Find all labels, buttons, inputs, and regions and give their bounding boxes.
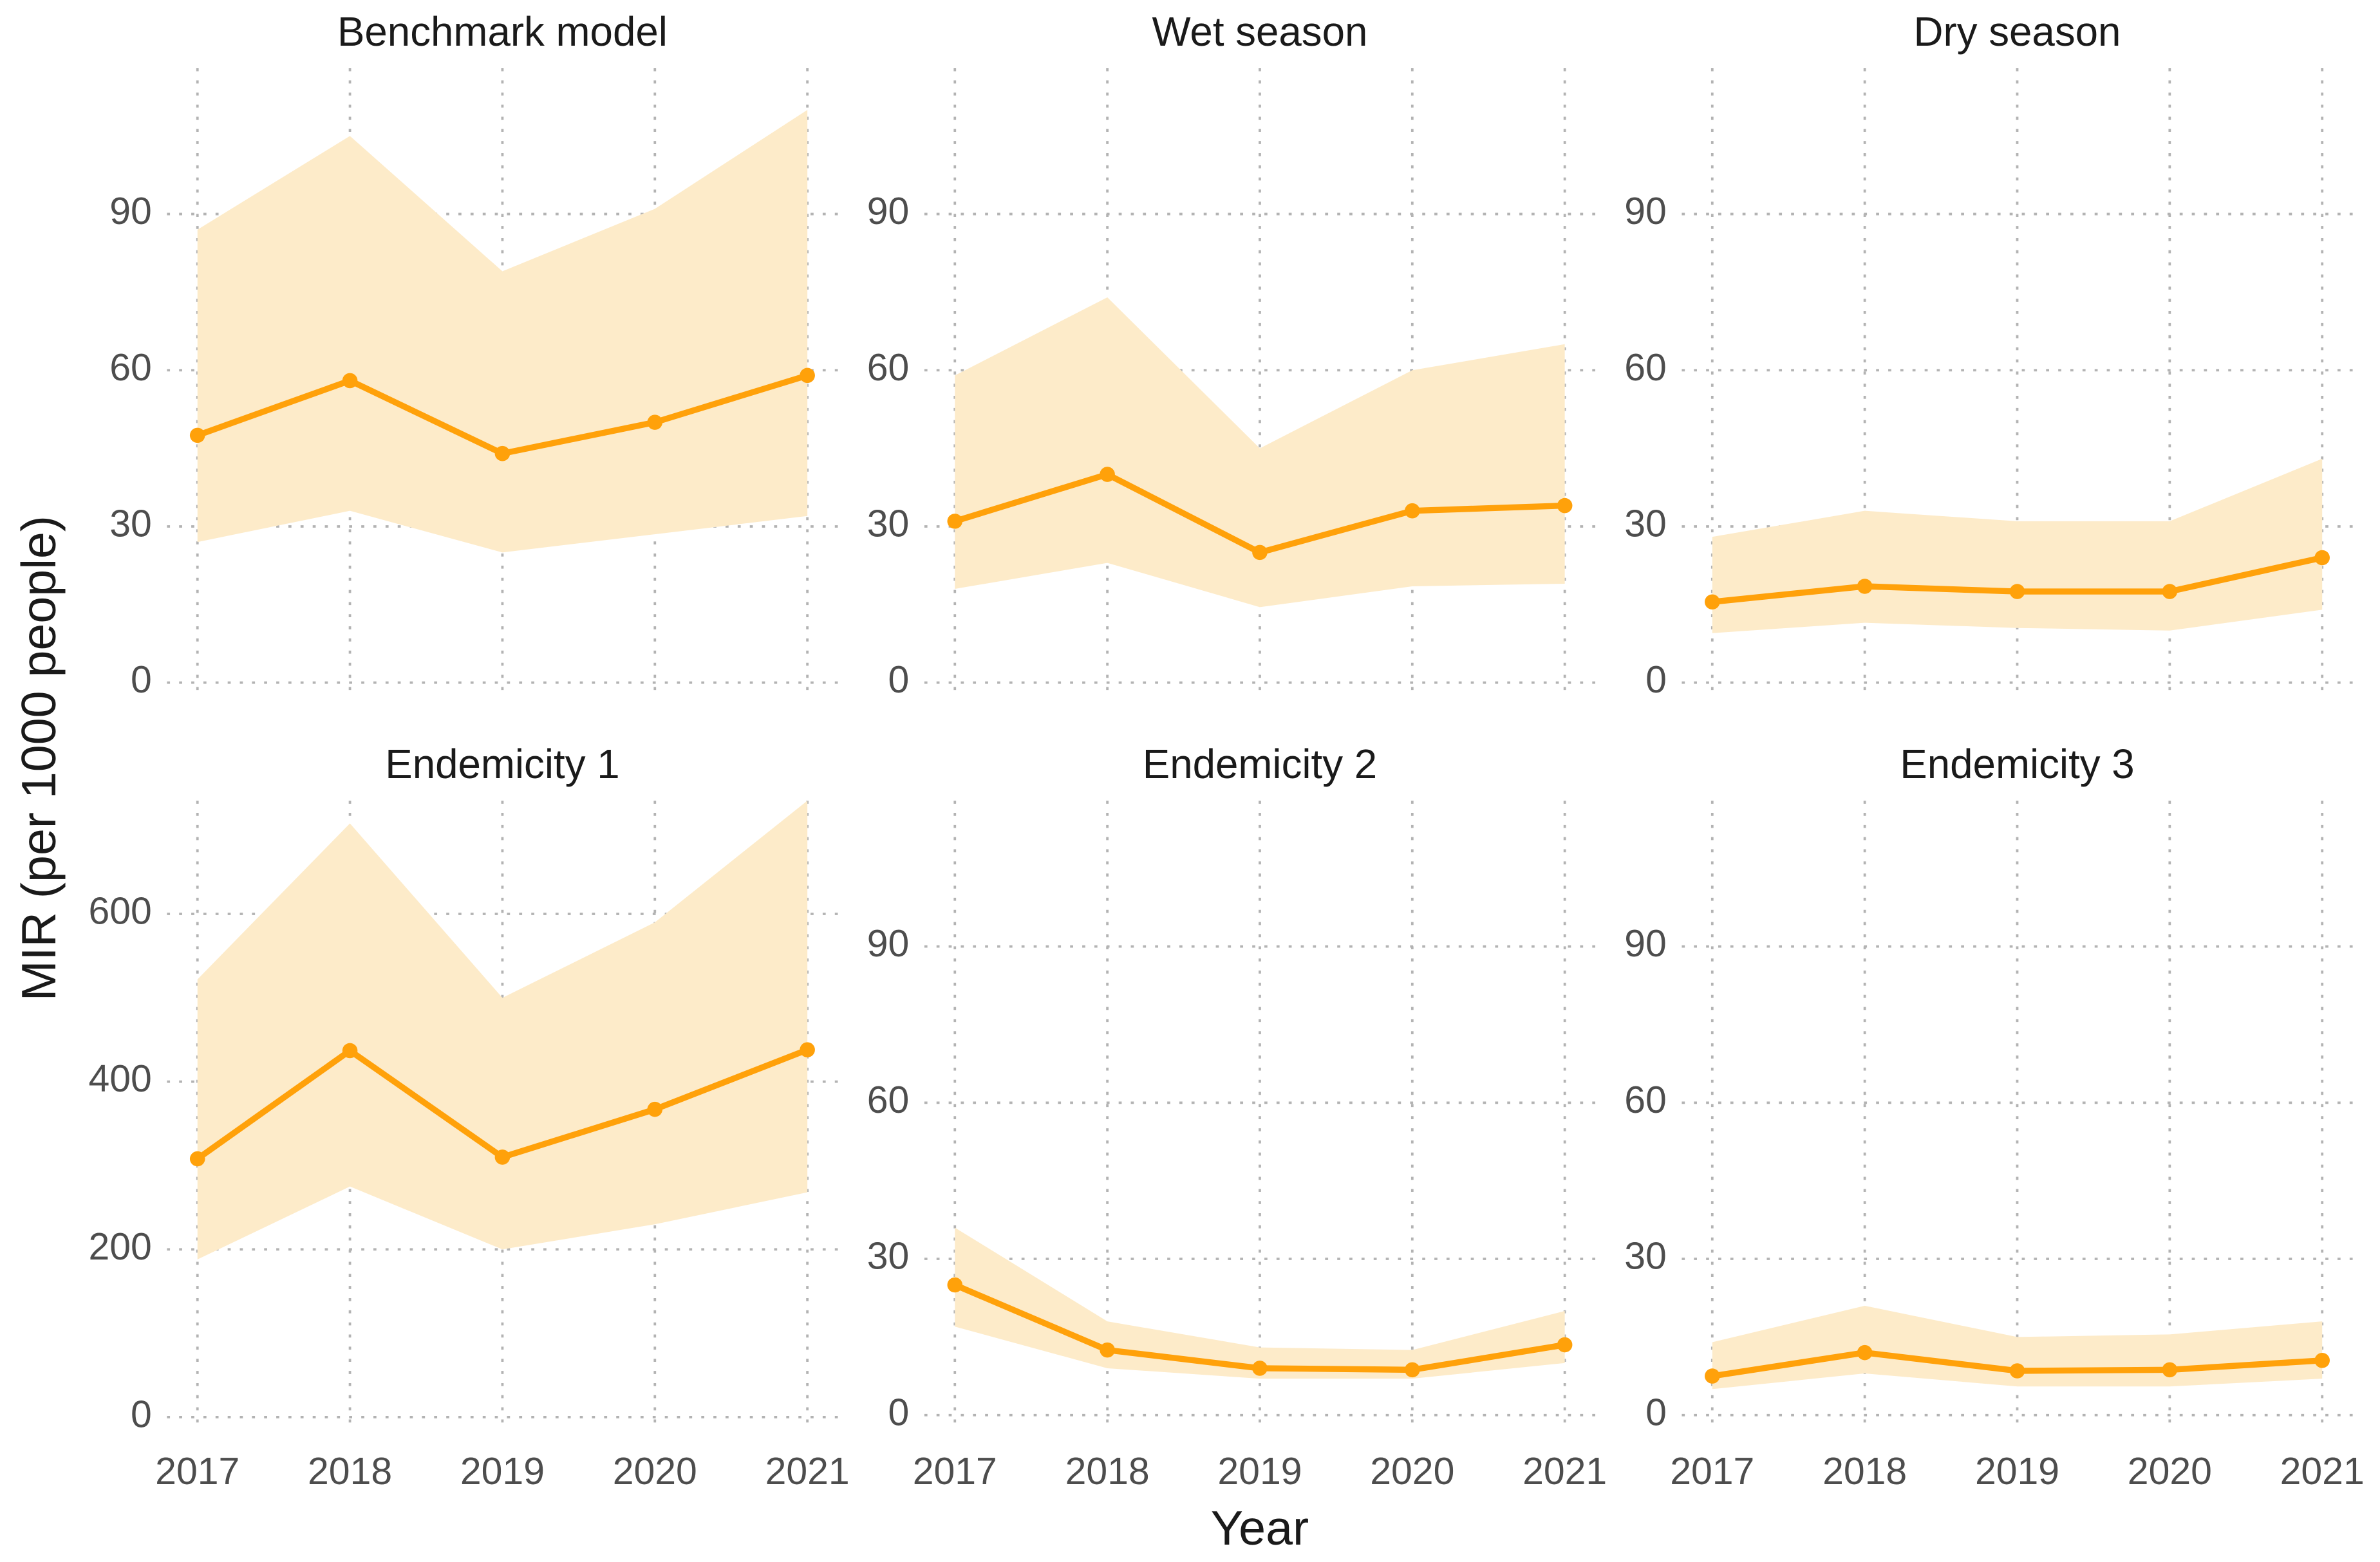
point (342, 1043, 358, 1059)
x-tick-label: 2021 (765, 1451, 850, 1492)
point (1857, 579, 1873, 594)
y-tick-label: 200 (88, 1226, 151, 1268)
x-axis-title: Year (1211, 1501, 1309, 1555)
x-tick-label: 2019 (1217, 1451, 1302, 1492)
point (189, 1151, 205, 1167)
x-tick-label: 2021 (1523, 1451, 1607, 1492)
panel-title: Wet season (1152, 9, 1367, 55)
y-tick-label: 90 (867, 191, 910, 232)
point (647, 414, 663, 430)
point (2314, 1353, 2330, 1368)
confidence-band (1712, 458, 2323, 633)
point (800, 367, 815, 384)
point (1557, 1337, 1573, 1353)
y-tick-label: 0 (131, 659, 152, 701)
y-tick-label: 60 (1624, 347, 1667, 389)
y-tick-label: 0 (131, 1393, 152, 1435)
y-tick-label: 90 (1624, 191, 1667, 232)
confidence-band (955, 297, 1565, 608)
y-tick-label: 30 (109, 503, 152, 545)
y-tick-label: 0 (1645, 659, 1667, 701)
point (1252, 1361, 1268, 1376)
x-tick-label: 2018 (1065, 1451, 1150, 1492)
y-tick-label: 400 (88, 1058, 151, 1100)
y-tick-label: 30 (867, 1236, 910, 1278)
point (2162, 584, 2178, 599)
point (1557, 497, 1573, 514)
x-tick-label: 2020 (2128, 1451, 2212, 1492)
y-tick-label: 90 (109, 191, 152, 232)
point (947, 1277, 963, 1293)
x-tick-label: 2020 (613, 1451, 697, 1492)
y-tick-label: 0 (1645, 1391, 1667, 1433)
point (800, 1042, 815, 1057)
panel-title: Endemicity 3 (1900, 741, 2134, 787)
point (2009, 1363, 2025, 1379)
y-tick-label: 600 (88, 891, 151, 933)
point (2314, 550, 2330, 566)
point (2009, 584, 2025, 599)
point (947, 514, 963, 529)
point (189, 427, 205, 443)
point (494, 445, 511, 461)
y-tick-label: 30 (1624, 503, 1667, 545)
point (2162, 1362, 2178, 1378)
point (647, 1101, 663, 1117)
x-tick-label: 2019 (460, 1451, 545, 1492)
confidence-band (197, 801, 808, 1260)
x-tick-label: 2021 (2280, 1451, 2365, 1492)
y-tick-label: 60 (109, 347, 152, 389)
y-axis-title: MIR (per 1000 people) (12, 516, 66, 1001)
point (1405, 1362, 1420, 1378)
x-tick-label: 2019 (1975, 1451, 2059, 1492)
y-tick-label: 60 (867, 1079, 910, 1121)
panel-title: Endemicity 1 (385, 741, 619, 787)
x-tick-label: 2020 (1370, 1451, 1454, 1492)
y-tick-label: 60 (867, 347, 910, 389)
y-tick-label: 90 (867, 923, 910, 965)
point (1252, 544, 1268, 561)
point (1100, 1342, 1115, 1358)
point (1705, 594, 1720, 610)
y-tick-label: 0 (888, 1391, 910, 1433)
x-tick-label: 2018 (308, 1451, 392, 1492)
y-tick-label: 0 (888, 659, 910, 701)
x-tick-label: 2017 (913, 1451, 997, 1492)
point (494, 1149, 511, 1165)
confidence-band (197, 109, 808, 553)
point (1405, 503, 1420, 519)
x-tick-label: 2018 (1822, 1451, 1907, 1492)
point (1705, 1368, 1720, 1384)
y-tick-label: 90 (1624, 923, 1667, 965)
y-tick-label: 60 (1624, 1079, 1667, 1121)
x-tick-label: 2017 (1670, 1451, 1754, 1492)
point (1857, 1344, 1873, 1361)
y-tick-label: 30 (867, 503, 910, 545)
point (342, 373, 358, 389)
y-tick-label: 30 (1624, 1236, 1667, 1278)
point (1100, 467, 1115, 482)
panel-title: Benchmark model (337, 9, 668, 55)
panel-title: Endemicity 2 (1143, 741, 1377, 787)
x-tick-label: 2017 (155, 1451, 239, 1492)
panel-title: Dry season (1914, 9, 2121, 55)
confidence-band (955, 1227, 1565, 1379)
